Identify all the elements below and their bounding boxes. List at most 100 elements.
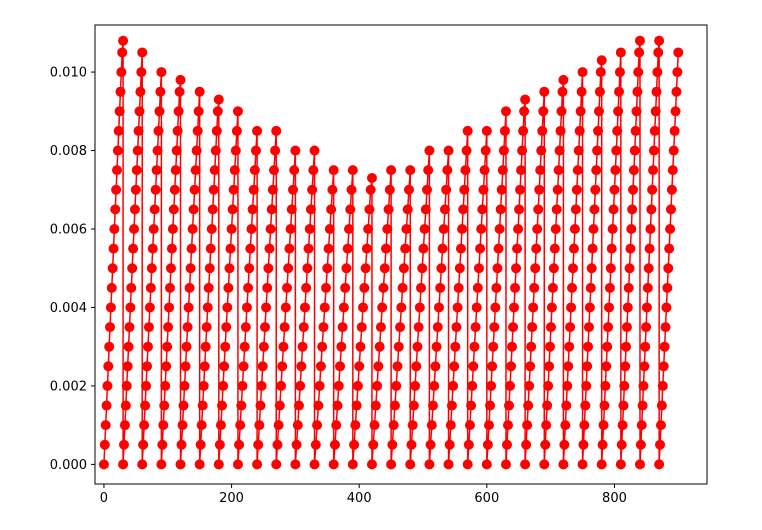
data-point <box>660 322 671 333</box>
data-point <box>614 86 625 97</box>
data-point <box>597 439 608 450</box>
data-point <box>669 125 680 136</box>
data-point <box>136 67 147 78</box>
data-point <box>364 204 375 215</box>
data-point <box>152 145 163 156</box>
data-point <box>475 243 486 254</box>
data-point <box>545 341 556 352</box>
data-point <box>572 165 583 176</box>
data-point <box>558 459 569 470</box>
data-point <box>309 459 320 470</box>
data-point <box>423 165 434 176</box>
data-point <box>365 184 376 195</box>
data-point <box>120 400 131 411</box>
data-point <box>216 400 227 411</box>
data-point <box>225 243 236 254</box>
data-point <box>159 400 170 411</box>
data-point <box>668 145 679 156</box>
data-point <box>604 282 615 293</box>
data-point <box>416 282 427 293</box>
data-point <box>546 302 557 313</box>
data-point <box>328 165 339 176</box>
data-point <box>621 341 632 352</box>
y-tick-label: 0.010 <box>50 66 87 81</box>
data-point <box>637 400 648 411</box>
data-point <box>222 302 233 313</box>
data-point <box>443 145 454 156</box>
data-point <box>266 204 277 215</box>
data-point <box>158 420 169 431</box>
data-point <box>138 439 149 450</box>
data-point <box>625 243 636 254</box>
data-point <box>384 184 395 195</box>
data-point <box>627 204 638 215</box>
data-point <box>494 224 505 234</box>
data-point <box>315 361 326 372</box>
data-point <box>307 184 318 195</box>
data-point <box>179 380 190 391</box>
data-point <box>118 35 129 46</box>
data-point <box>162 341 173 352</box>
data-point <box>486 380 497 391</box>
data-point <box>121 380 132 391</box>
data-point <box>184 282 195 293</box>
data-point <box>419 224 430 234</box>
data-point <box>601 361 612 372</box>
data-point <box>135 86 146 97</box>
data-point <box>345 204 356 215</box>
data-point <box>111 184 122 195</box>
data-point <box>630 125 641 136</box>
data-point <box>186 243 197 254</box>
data-point <box>309 145 320 156</box>
data-point <box>589 204 600 215</box>
data-point <box>142 341 153 352</box>
data-point <box>642 282 653 293</box>
data-point <box>519 106 530 117</box>
data-point <box>647 184 658 195</box>
data-point <box>532 224 543 234</box>
data-point <box>256 380 267 391</box>
data-point <box>100 420 111 431</box>
data-point <box>542 400 553 411</box>
data-point <box>638 380 649 391</box>
data-point <box>424 459 435 470</box>
data-point <box>500 106 511 117</box>
data-point <box>143 322 154 333</box>
data-point <box>635 439 646 450</box>
data-point <box>290 145 301 156</box>
data-point <box>284 243 295 254</box>
data-point <box>461 145 472 156</box>
data-point <box>603 322 614 333</box>
data-point <box>150 184 161 195</box>
data-point <box>665 224 676 234</box>
data-point <box>261 302 272 313</box>
data-point <box>536 145 547 156</box>
data-point <box>655 439 666 450</box>
data-point <box>140 400 151 411</box>
data-point <box>658 361 669 372</box>
data-point <box>214 439 225 450</box>
data-point <box>355 341 366 352</box>
data-point <box>596 459 607 470</box>
data-point <box>119 420 130 431</box>
data-point <box>485 400 496 411</box>
data-point <box>646 204 657 215</box>
x-tick-label: 400 <box>347 491 372 506</box>
data-point <box>469 341 480 352</box>
data-point <box>101 400 112 411</box>
data-point <box>594 86 605 97</box>
data-point <box>414 302 425 313</box>
data-point <box>582 361 593 372</box>
data-point <box>304 224 315 234</box>
data-point <box>539 459 550 470</box>
data-point <box>574 125 585 136</box>
data-point <box>335 361 346 372</box>
data-point <box>386 459 397 470</box>
data-point <box>289 165 300 176</box>
data-point <box>418 243 429 254</box>
data-point <box>241 302 252 313</box>
data-point <box>137 459 148 470</box>
data-point <box>175 459 186 470</box>
data-point <box>481 459 492 470</box>
data-point <box>290 459 301 470</box>
